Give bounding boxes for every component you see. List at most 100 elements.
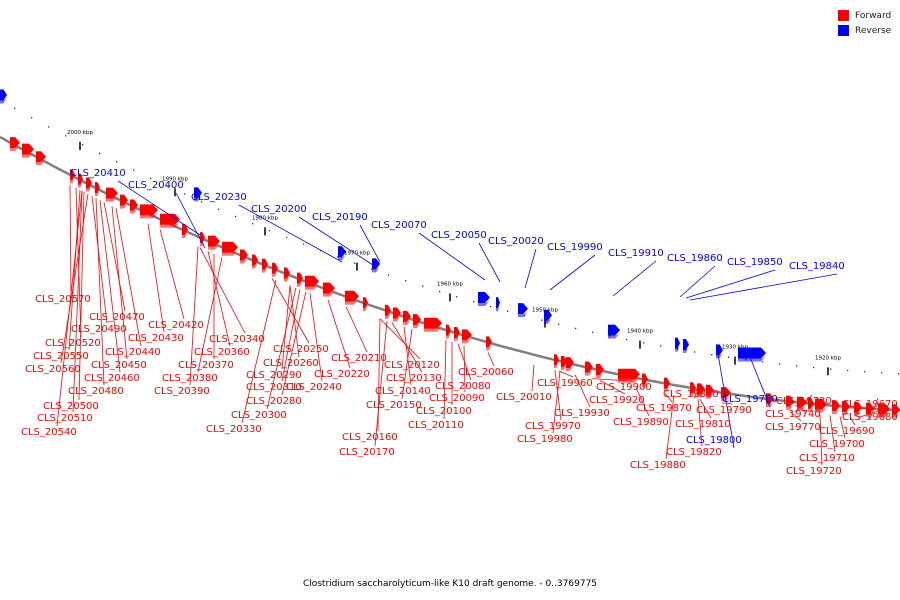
- reverse-gene-label: CLS_20020: [488, 236, 544, 247]
- forward-label-leader: [281, 291, 307, 396]
- reverse-label-leader: [478, 242, 501, 283]
- reverse-gene-arrow-body: [0, 89, 7, 101]
- forward-gene-label: CLS_20160: [342, 432, 398, 443]
- forward-gene-label: CLS_20540: [21, 427, 77, 438]
- ruler-dot: [133, 169, 135, 171]
- forward-gene-arrow: [120, 194, 128, 209]
- ruler-dot: [779, 363, 781, 365]
- forward-gene-arrow-shadow: [200, 241, 204, 247]
- forward-gene-arrow-body: [140, 204, 158, 216]
- ruler-dot: [728, 356, 730, 358]
- forward-gene-arrow: [446, 324, 451, 339]
- ruler-dot: [116, 161, 118, 163]
- reverse-gene-arrow-shadow: [194, 196, 201, 202]
- forward-label-leader: [800, 407, 807, 414]
- ruler-dot: [422, 285, 424, 287]
- forward-gene-label: CLS_20440: [105, 347, 161, 358]
- forward-label-leader: [697, 398, 703, 447]
- forward-gene-arrow-body: [363, 297, 368, 309]
- ruler-dot: [643, 342, 645, 344]
- forward-gene-arrow-shadow: [140, 213, 157, 219]
- forward-gene-arrow-shadow: [403, 320, 410, 325]
- forward-gene-label: CLS_20330: [206, 424, 262, 435]
- forward-gene-label: CLS_20490: [71, 324, 127, 335]
- forward-gene-arrow-body: [208, 235, 220, 247]
- forward-label-leader: [281, 285, 291, 370]
- forward-gene-arrow-body: [182, 223, 188, 235]
- forward-label-leader: [857, 410, 879, 419]
- forward-label-leader: [91, 196, 108, 324]
- forward-gene-arrow: [454, 326, 460, 341]
- forward-gene-arrow-body: [892, 404, 900, 416]
- forward-gene-arrow: [86, 177, 92, 192]
- ruler-dot: [82, 144, 84, 146]
- reverse-gene-arrow: [496, 297, 500, 312]
- forward-gene-label: CLS_20480: [68, 386, 124, 397]
- forward-gene-arrow: [596, 364, 604, 379]
- reverse-gene-arrow-shadow: [372, 267, 379, 273]
- ruler-tick-label: 1970 kbp: [344, 251, 370, 257]
- reverse-label-leader: [612, 260, 657, 297]
- ruler-dot: [405, 280, 407, 282]
- forward-gene-arrow: [106, 187, 118, 202]
- forward-gene-arrow-shadow: [878, 412, 889, 418]
- forward-label-leader: [75, 187, 82, 338]
- forward-gene-arrow: [345, 290, 359, 305]
- forward-gene-label: CLS_20170: [339, 447, 395, 458]
- forward-label-leader: [281, 289, 301, 382]
- forward-gene-label: CLS_19830: [663, 389, 719, 400]
- forward-gene-label: CLS_20080: [435, 381, 491, 392]
- forward-gene-label: CLS_20340: [209, 334, 265, 345]
- ruler-dot: [371, 268, 373, 270]
- forward-gene-arrow: [808, 397, 814, 412]
- forward-gene-label: CLS_19890: [613, 417, 669, 428]
- forward-gene-arrow-body: [596, 364, 604, 376]
- forward-gene-arrow-shadow: [554, 363, 558, 369]
- forward-gene-arrow-body: [106, 187, 118, 199]
- forward-gene-arrow-shadow: [585, 371, 592, 376]
- forward-gene-arrow-body: [566, 357, 574, 369]
- forward-gene-arrow-body: [385, 304, 391, 316]
- reverse-label-leader: [716, 347, 735, 449]
- ruler-dot: [490, 305, 492, 308]
- ruler-dot: [762, 361, 764, 363]
- forward-gene-arrow-body: [842, 400, 850, 412]
- forward-gene-label: CLS_20460: [84, 373, 140, 384]
- forward-gene-arrow-shadow: [182, 233, 187, 238]
- forward-label-leader: [115, 208, 142, 347]
- forward-gene-arrow-shadow: [697, 392, 704, 398]
- forward-gene-arrow-body: [120, 194, 128, 206]
- forward-label-leader: [69, 184, 72, 294]
- reverse-label-leader: [238, 204, 343, 263]
- reverse-gene-arrow-body: [372, 258, 380, 270]
- forward-gene-label: CLS_19700: [809, 439, 865, 450]
- forward-gene-arrow-shadow: [78, 182, 82, 188]
- forward-label-leader: [241, 279, 277, 424]
- forward-gene-arrow-body: [878, 403, 890, 415]
- forward-label-leader: [819, 414, 823, 466]
- ruler-tick-label: 1920 kbp: [815, 355, 841, 361]
- reverse-gene-arrow-body: [496, 297, 500, 309]
- forward-gene-arrow: [424, 317, 442, 332]
- forward-gene-arrow: [36, 151, 46, 166]
- reverse-gene-arrow-shadow: [338, 255, 345, 261]
- reverse-gene-arrow: [675, 337, 680, 352]
- forward-gene-arrow: [140, 204, 158, 219]
- forward-gene-label: CLS_19960: [537, 378, 593, 389]
- reverse-gene-arrow: [544, 309, 552, 324]
- forward-gene-arrow-shadow: [706, 394, 713, 399]
- forward-label-leader: [552, 371, 561, 434]
- forward-gene-arrow-body: [866, 402, 874, 414]
- reverse-gene-label: CLS_20070: [371, 220, 427, 231]
- ruler-dot: [14, 107, 16, 110]
- forward-gene-arrow: [832, 400, 840, 415]
- forward-gene-arrow-shadow: [284, 277, 289, 282]
- reverse-gene-arrow-body: [738, 347, 766, 359]
- forward-gene-arrow-shadow: [106, 197, 117, 202]
- forward-label-leader: [207, 251, 231, 347]
- ruler-dot: [473, 301, 475, 303]
- legend-reverse[interactable]: Reverse: [838, 23, 891, 38]
- legend-forward[interactable]: Forward: [838, 8, 891, 23]
- forward-gene-arrow-body: [706, 384, 714, 396]
- forward-label-leader: [147, 223, 165, 333]
